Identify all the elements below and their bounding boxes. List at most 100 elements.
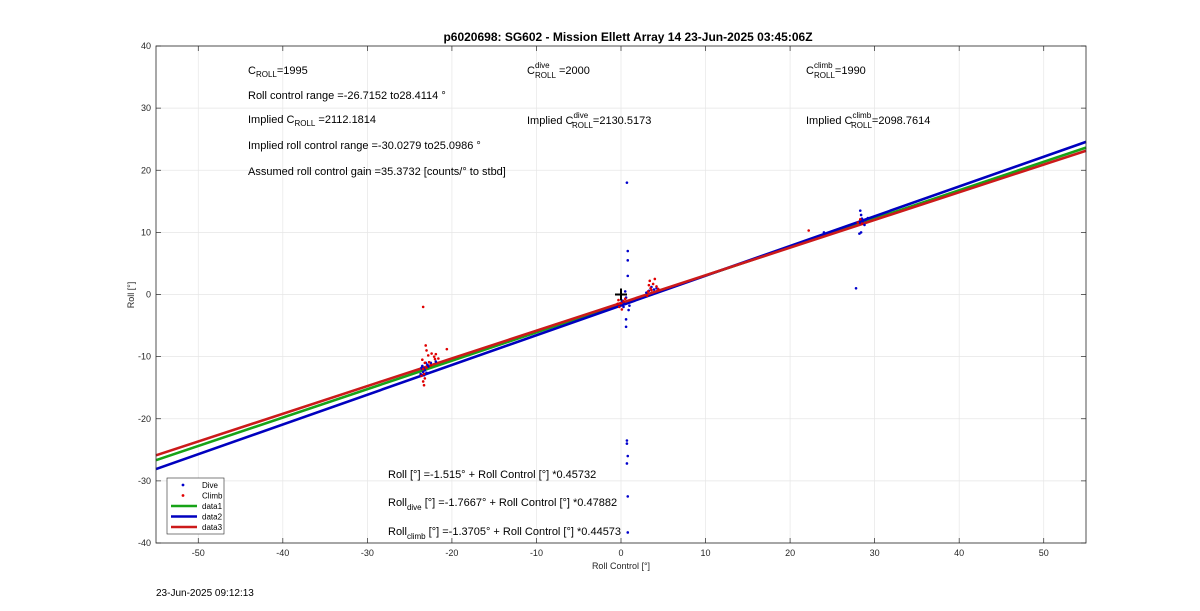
climb-point (623, 297, 627, 301)
y-axis-label: Roll [°] (126, 282, 136, 309)
climb-point (423, 377, 427, 380)
dive-point (866, 216, 870, 220)
x-tick-label: 20 (785, 548, 795, 558)
x-tick-label: -30 (361, 548, 374, 558)
x-tick-label: -40 (276, 548, 289, 558)
climb-point (423, 361, 427, 365)
x-tick-label: 0 (618, 548, 623, 558)
climb-point (619, 301, 623, 305)
climb-point (424, 344, 428, 347)
y-tick-label: -10 (138, 352, 151, 362)
dive-point (624, 318, 628, 321)
y-tick-label: -30 (138, 476, 151, 486)
fit-equation-all: Roll [°] =-1.515° + Roll Control [°] *0.… (388, 469, 596, 481)
y-tick-label: 0 (146, 290, 151, 300)
legend-label-data3: data3 (202, 523, 223, 532)
climb-point (445, 347, 449, 351)
dive-point (622, 305, 625, 309)
climb-point (856, 221, 860, 224)
fit-line-data2 (155, 140, 1087, 471)
dive-point (626, 454, 630, 458)
climb-point (425, 366, 428, 370)
climb-point (645, 294, 649, 298)
dive-point (626, 259, 630, 262)
x-tick-label: -10 (530, 548, 543, 558)
climb-point (421, 358, 424, 362)
dive-point (854, 286, 858, 290)
climb-point (430, 352, 433, 355)
dive-point (625, 439, 629, 442)
climb-point (858, 218, 862, 221)
implied-c-roll-annotation: Implied CROLL =2112.1814 (248, 114, 376, 128)
fit-equation-climb: Rollclimb [°] =-1.3705° + Roll Control [… (388, 526, 621, 541)
axis-ticks: -50 -40 -30 -20 -10 0 10 20 30 40 50 -40 -30 -20 -10 0 1… (138, 41, 1086, 558)
dive-point (652, 288, 656, 291)
legend-label-climb: Climb (202, 492, 223, 501)
climb-point (807, 229, 810, 232)
legend-marker-climb (181, 494, 185, 497)
climb-point (433, 357, 437, 361)
dive-point (625, 181, 629, 184)
dive-point (623, 302, 626, 306)
dive-point (626, 531, 630, 534)
x-tick-label: 50 (1039, 548, 1049, 558)
timestamp: 23-Jun-2025 09:12:13 (156, 588, 254, 599)
climb-point (616, 302, 619, 306)
climb-point (432, 355, 436, 358)
dive-point (864, 218, 867, 222)
dive-point (822, 231, 826, 234)
y-tick-label: 40 (141, 41, 151, 51)
climb-point (422, 383, 426, 387)
x-tick-label: -50 (192, 548, 205, 558)
x-tick-label: 10 (701, 548, 711, 558)
chart-title: p6020698: SG602 - Mission Ellett Array 1… (443, 30, 812, 44)
gain-annotation: Assumed roll control gain =35.3732 [coun… (248, 166, 506, 178)
dive-point (434, 360, 438, 363)
climb-point (651, 282, 655, 286)
climb-point (421, 367, 425, 371)
implied-range-annotation: Implied roll control range =-30.0279 to2… (248, 140, 481, 152)
climb-point (617, 298, 620, 302)
climb-point (647, 283, 651, 287)
dive-point (624, 325, 628, 329)
legend-label-data1: data1 (202, 502, 223, 511)
climb-point (648, 279, 652, 283)
y-tick-label: 30 (141, 103, 151, 113)
data-points (419, 181, 870, 534)
dive-point (626, 249, 630, 253)
climb-point (422, 372, 426, 376)
y-tick-label: 10 (141, 227, 151, 237)
roll-range-annotation: Roll control range =-26.7152 to28.4114 ° (248, 90, 446, 102)
climb-point (620, 308, 624, 311)
dive-point (859, 213, 863, 217)
dive-point (863, 223, 866, 227)
climb-point (655, 285, 658, 288)
climb-point (421, 380, 425, 383)
climb-point (437, 357, 440, 360)
y-tick-label: -20 (138, 414, 151, 424)
legend-marker-dive (181, 483, 185, 487)
legend-label-dive: Dive (202, 481, 219, 490)
dive-point (625, 462, 629, 465)
fit-equation-dive: Rolldive [°] =-1.7667° + Roll Control [°… (388, 497, 617, 512)
climb-point (653, 277, 657, 281)
dive-point (626, 274, 630, 278)
dive-point (623, 290, 627, 293)
climb-point (434, 352, 438, 356)
y-tick-label: -40 (138, 538, 151, 548)
climb-point (427, 360, 431, 364)
climb-point (860, 222, 864, 225)
dive-point (861, 219, 865, 223)
c-roll-annotation: CROLL=1995 (248, 65, 308, 79)
x-tick-label: 30 (870, 548, 880, 558)
y-tick-label: 20 (141, 165, 151, 175)
implied-c-roll-dive-annotation: Implied Cdive ROLL=2130.5173 (527, 111, 651, 130)
climb-point (656, 287, 660, 291)
climb-point (622, 300, 625, 303)
dive-point (626, 495, 630, 498)
x-axis-label: Roll Control [°] (592, 561, 650, 571)
dive-point (625, 442, 629, 445)
dive-point (627, 308, 630, 312)
